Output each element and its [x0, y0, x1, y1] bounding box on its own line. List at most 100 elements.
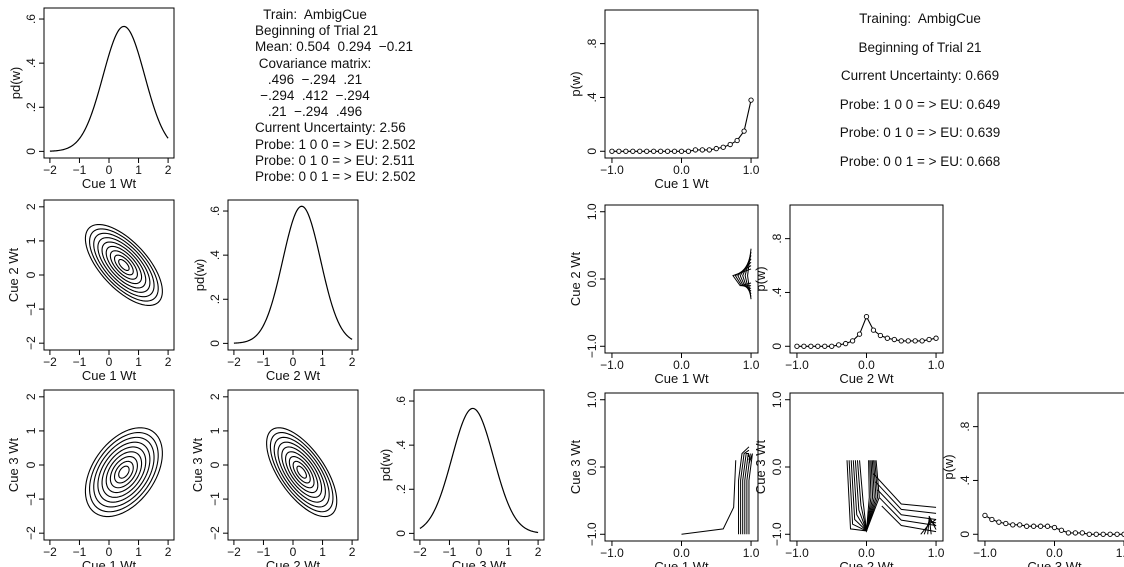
left-y-axis-tick-label: .4 — [394, 440, 408, 450]
right-info-line: Training: AmbigCue — [859, 11, 981, 26]
left-contour-line — [281, 446, 323, 498]
right-prob-point — [1121, 531, 1124, 537]
left-contour-line — [89, 228, 159, 302]
right-prob-point — [1044, 523, 1051, 529]
right-x-axis-tick-label: 0.0 — [673, 163, 690, 177]
right-prob-point — [748, 97, 754, 103]
right-x-axis-tick-label: 1.0 — [743, 358, 760, 372]
right-prob-point — [720, 144, 726, 150]
left-contour-line — [105, 451, 143, 494]
left-x-axis-tick-label: 2 — [349, 545, 356, 559]
left-x-axis-tick-label: −2 — [43, 545, 57, 559]
right-contour-line — [742, 453, 749, 535]
right-contour-line — [928, 515, 937, 535]
right-prob-point — [651, 148, 657, 154]
left-contour-line — [288, 456, 315, 489]
left-x-axis-tick-label: −2 — [413, 545, 427, 559]
right-prob-point — [657, 148, 664, 154]
right-x-axis-tick-label: 0.0 — [673, 546, 690, 560]
right-prob-point — [1086, 531, 1092, 537]
left-x-axis-tick-label: 0 — [106, 355, 113, 369]
right-contour-line — [873, 473, 937, 508]
left-y-axis-tick-label: .2 — [394, 484, 408, 494]
left-contour-line — [292, 460, 311, 484]
left-x-axis-tick-label: −1 — [257, 355, 271, 369]
right-contour-line — [681, 460, 737, 535]
left-y-axis-tick-label: .6 — [208, 206, 222, 216]
right-prob-point — [637, 148, 643, 154]
right-prob-point — [671, 148, 678, 154]
left-x-axis-tick-label: 0 — [106, 545, 113, 559]
right-contour-line — [740, 449, 750, 535]
left-y-axis-tick-label: 0 — [394, 530, 408, 537]
left-y-axis-tick-label: 0 — [24, 271, 38, 278]
right-prob-point — [699, 147, 706, 153]
right-prob-point — [870, 327, 877, 333]
left-info-line: .496 −.294 .21 — [267, 71, 363, 87]
left-y-axis-tick-label: 0 — [208, 340, 222, 347]
right-prob-point — [713, 145, 719, 152]
left-y-axis-label: pd(w) — [378, 449, 393, 482]
left-marginal-1-frame — [43, 7, 175, 159]
left-y-axis-tick-label: −1 — [24, 302, 38, 316]
left-x-axis-label: Cue 2 Wt — [266, 368, 321, 383]
left-y-axis-tick-label: .2 — [24, 102, 38, 112]
left-contour-line — [105, 245, 143, 285]
right-x-axis-tick-label: −1.0 — [600, 358, 624, 372]
left-contour-line — [118, 258, 130, 271]
right-prob-point — [926, 336, 932, 343]
left-y-axis-tick-label: −2 — [208, 526, 222, 540]
left-y-axis-tick-label: −1 — [208, 492, 222, 506]
left-x-axis-label: Cue 3 Wt — [452, 558, 507, 567]
right-joint-2-3-frame — [789, 392, 944, 542]
left-y-axis-tick-label: 1 — [208, 427, 222, 434]
left-x-axis-tick-label: 1 — [319, 355, 326, 369]
right-prob-point — [1100, 531, 1106, 537]
left-contour-line — [113, 254, 134, 276]
right-x-axis-tick-label: 0.0 — [1046, 546, 1063, 560]
left-contour-line — [109, 456, 138, 489]
left-info-line: Probe: 0 1 0 = > EU: 2.511 — [255, 152, 415, 168]
left-x-axis-tick-label: −2 — [227, 355, 241, 369]
right-contour-line — [879, 497, 937, 527]
right-contour-line — [744, 453, 750, 535]
right-x-axis-tick-label: 0.0 — [858, 358, 875, 372]
left-x-axis-tick-label: 2 — [165, 355, 172, 369]
left-x-axis-tick-label: 1 — [135, 163, 142, 177]
right-marginal-2-frame — [789, 204, 944, 354]
left-density-curve-cue1 — [49, 25, 169, 152]
right-prob-point — [829, 343, 835, 349]
left-y-axis-tick-label: 2 — [24, 203, 38, 210]
left-info-line: Covariance matrix: — [258, 55, 372, 71]
left-density-curve-cue2 — [233, 205, 353, 344]
right-contour-line — [734, 265, 752, 287]
right-info-line: Probe: 1 0 0 = > EU: 0.649 — [839, 96, 1001, 112]
left-x-axis-label: Cue 2 Wt — [266, 558, 321, 567]
right-prob-point — [630, 148, 636, 154]
right-contour-line — [877, 489, 937, 520]
left-y-axis-tick-label: .2 — [208, 294, 222, 304]
left-x-axis-tick-label: 2 — [535, 545, 542, 559]
right-x-axis-tick-label: 1.0 — [928, 546, 945, 560]
left-x-axis-tick-label: 1 — [319, 545, 326, 559]
left-x-axis-tick-label: −2 — [43, 355, 57, 369]
left-y-axis-label: Cue 2 Wt — [6, 248, 21, 303]
right-info-text: Training: AmbigCue Beginning of Trial 21 C… — [800, 5, 1040, 176]
left-x-axis-tick-label: −2 — [43, 163, 57, 177]
left-x-axis-tick-label: 1 — [135, 545, 142, 559]
right-y-axis-tick-label: .8 — [958, 421, 972, 431]
right-y-axis-label: p(w) — [568, 71, 583, 96]
left-y-axis-tick-label: 0 — [24, 461, 38, 468]
right-y-axis-tick-label: .4 — [585, 92, 599, 102]
left-marginal-3-frame — [413, 389, 545, 541]
left-info-line: Mean: 0.504 0.294 −0.21 — [255, 39, 413, 55]
right-x-axis-tick-label: 1.0 — [743, 546, 760, 560]
left-contour-line — [84, 223, 163, 306]
left-x-axis-tick-label: 0 — [290, 355, 297, 369]
left-x-axis-tick-label: −1 — [443, 545, 457, 559]
right-prob-point — [836, 342, 842, 348]
right-x-axis-label: Cue 1 Wt — [654, 371, 709, 386]
right-x-axis-label: Cue 2 Wt — [839, 559, 894, 567]
right-prob-point — [905, 338, 911, 344]
left-info-line: Beginning of Trial 21 — [255, 23, 379, 39]
